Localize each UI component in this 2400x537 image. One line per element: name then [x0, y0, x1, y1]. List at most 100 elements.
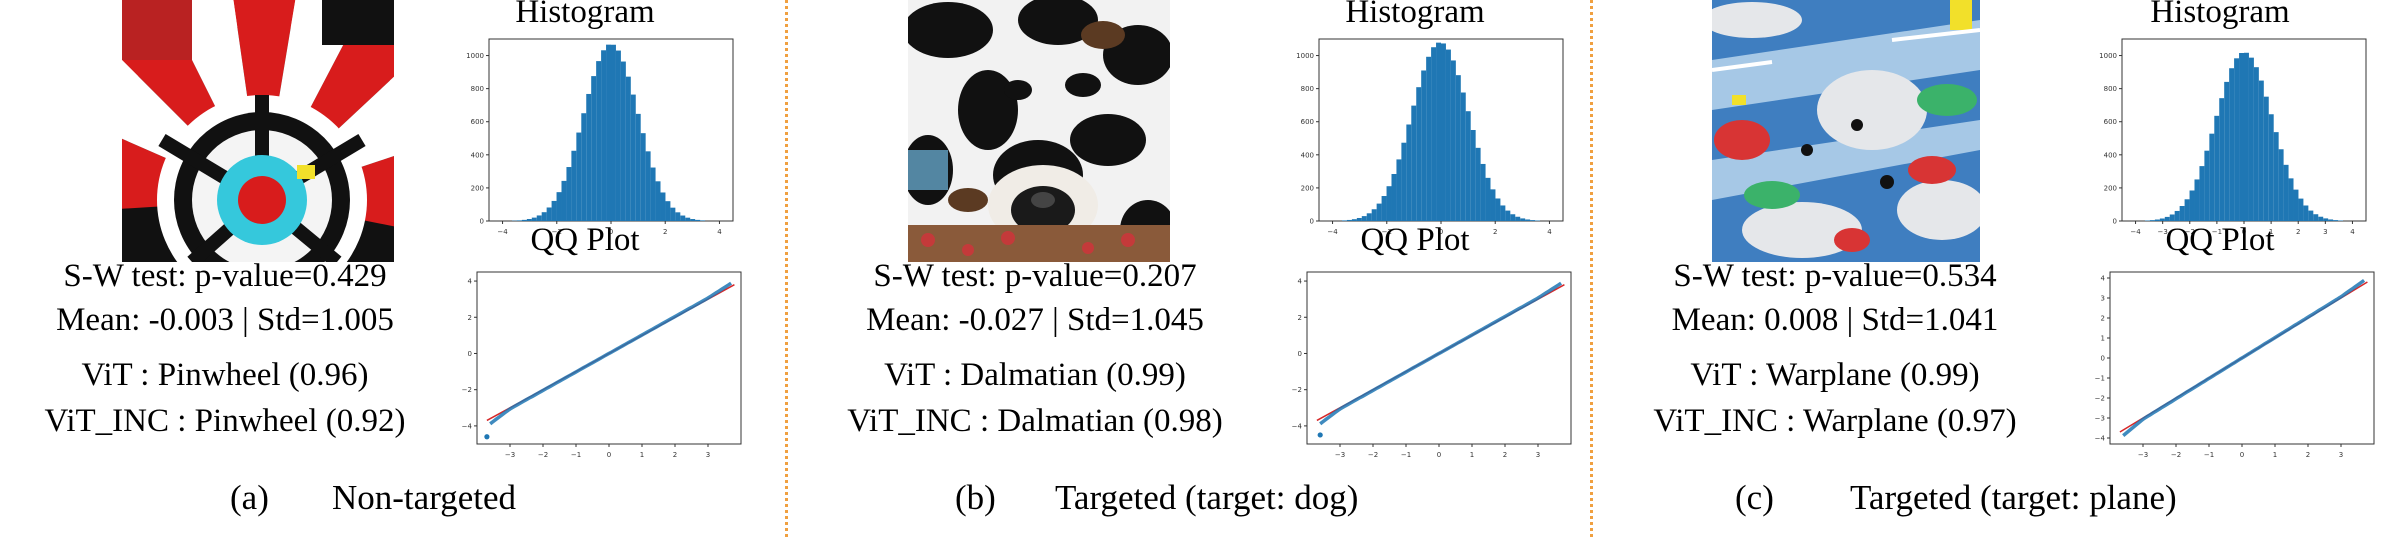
x-tick-label: 4 — [717, 228, 722, 236]
histogram-bar — [1346, 219, 1352, 221]
histogram-bar — [690, 219, 696, 221]
caption-text: Non-targeted — [332, 478, 517, 517]
histogram-bar — [2224, 81, 2230, 222]
histogram-bar — [1455, 75, 1461, 221]
panel-a: Histogram −4 −2 0 2 4 0 200 400 600 800 1000 QQ Pl… — [0, 0, 800, 537]
x-tick-label: −2 — [2185, 228, 2195, 236]
panel-divider — [785, 0, 788, 537]
histogram-bar — [516, 220, 522, 221]
histogram-bar — [2164, 216, 2170, 221]
y-tick-label: −4 — [2095, 435, 2106, 443]
histogram-bar — [2149, 220, 2155, 221]
x-tick-label: 2 — [1503, 451, 1507, 459]
histogram-bar — [541, 212, 547, 221]
histogram-chart: −4 −2 0 2 4 0 200 400 600 800 1000 — [1296, 38, 1564, 236]
y-tick-label: 1000 — [1296, 52, 1314, 60]
y-tick-label: 4 — [2101, 275, 2106, 283]
histogram-bar — [1450, 60, 1456, 221]
histogram-bar — [1490, 189, 1496, 221]
y-tick-label: 0 — [480, 218, 484, 226]
y-tick-label: 1000 — [466, 52, 484, 60]
histogram-bar — [650, 167, 656, 221]
x-tick-label: −2 — [538, 451, 548, 459]
histogram-bar — [2283, 164, 2289, 221]
x-tick-label: −4 — [497, 228, 508, 236]
x-tick-label: 1 — [640, 451, 644, 459]
mean-std-label: Mean: -0.003 | Std=1.005 — [56, 302, 394, 338]
histogram-bar — [625, 76, 631, 221]
histogram-bar — [1530, 220, 1536, 221]
histogram-bar — [2174, 210, 2180, 221]
histogram-bar — [1470, 129, 1476, 221]
x-tick-label: 1 — [1470, 451, 1474, 459]
histogram-bar — [2278, 149, 2284, 221]
sw-test-label: S-W test: p-value=0.534 — [1673, 258, 1997, 294]
y-tick-label: 4 — [1298, 278, 1303, 286]
x-tick-label: 4 — [2350, 228, 2355, 236]
panel-c: Histogram −4 −3 −2 −1 0 1 2 3 4 0 200 400 600 800 1000… — [1600, 0, 2400, 537]
x-tick-label: 0 — [609, 228, 613, 236]
caption-label: (b) — [955, 478, 996, 517]
qq-sample-points — [1319, 281, 1563, 426]
histogram-bar — [2298, 198, 2304, 221]
qq-sample-points — [489, 281, 733, 426]
x-tick-label: 3 — [1536, 451, 1540, 459]
y-tick-label: 400 — [2104, 151, 2117, 159]
histogram-bar — [695, 219, 701, 221]
histogram-bar — [2258, 80, 2264, 221]
histogram-bar — [1436, 42, 1441, 221]
histogram-bar — [1396, 159, 1402, 221]
histogram-bar — [2244, 52, 2249, 221]
histogram-bar — [561, 180, 567, 221]
y-tick-label: −3 — [2095, 415, 2105, 423]
histogram-bar — [2219, 98, 2225, 221]
histogram-bar — [1376, 203, 1382, 221]
histogram-bar — [1480, 163, 1486, 221]
histogram-chart: −4 −3 −2 −1 0 1 2 3 4 0 200 400 600 800 1000 — [2099, 38, 2367, 236]
histogram-bar — [1341, 220, 1347, 221]
vit-prediction: ViT : Dalmatian (0.99) — [884, 357, 1186, 393]
histogram-bar — [1411, 105, 1417, 221]
histogram-bar — [2234, 58, 2240, 221]
histogram-bar — [611, 44, 616, 221]
histogram-bar — [2328, 219, 2334, 221]
histogram-bar — [615, 50, 621, 222]
caption-text: Targeted (target: plane) — [1850, 478, 2177, 517]
y-tick-label: −1 — [2095, 375, 2105, 383]
y-tick-label: 0 — [468, 350, 472, 358]
histogram-bar — [1351, 219, 1357, 221]
histogram-bar — [1495, 198, 1501, 221]
histogram-bar — [1426, 56, 1432, 222]
mean-std-label: Mean: -0.027 | Std=1.045 — [866, 302, 1204, 338]
y-tick-label: 600 — [2104, 118, 2117, 126]
x-tick-label: 2 — [673, 451, 677, 459]
histogram-bar — [1510, 214, 1516, 221]
adversarial-image-warplane — [1712, 0, 1980, 262]
histogram-bar — [536, 215, 542, 221]
histogram-bar — [2209, 133, 2215, 221]
histogram-bar — [2194, 179, 2200, 221]
x-tick-label: −4 — [1327, 228, 1338, 236]
y-tick-label: 2 — [1298, 314, 1302, 322]
histogram-bar — [556, 192, 562, 221]
histogram-bar — [1485, 177, 1491, 221]
histogram-bar — [1366, 213, 1372, 221]
caption-label: (c) — [1735, 478, 1774, 517]
mean-std-label: Mean: 0.008 | Std=1.041 — [1671, 302, 1999, 338]
y-tick-label: 200 — [2104, 184, 2117, 192]
histogram-bar — [546, 207, 552, 221]
x-tick-label: 3 — [706, 451, 710, 459]
histogram-bar — [2169, 214, 2175, 221]
histogram-bar — [581, 113, 587, 221]
x-tick-label: 0 — [2240, 451, 2244, 459]
histogram-bar — [2318, 216, 2324, 221]
histogram-bar — [2333, 220, 2339, 221]
histogram-bar — [2204, 150, 2210, 221]
histogram-bar — [2273, 132, 2279, 221]
histogram-bar — [1356, 217, 1362, 221]
x-tick-label: −2 — [1382, 228, 1392, 236]
histogram-bar — [1515, 216, 1521, 221]
x-tick-label: −1 — [2204, 451, 2214, 459]
y-tick-label: 3 — [2101, 295, 2105, 303]
x-tick-label: −1 — [1401, 451, 1411, 459]
